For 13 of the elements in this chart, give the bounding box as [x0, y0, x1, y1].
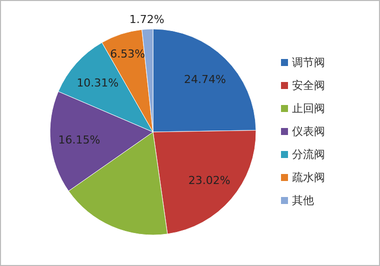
data-label: 23.02% [188, 174, 230, 188]
data-label: 6.53% [110, 48, 146, 61]
data-label: 24.74% [184, 73, 226, 86]
data-label: 1.72% [129, 12, 164, 26]
legend-label: 止回阀 [292, 102, 325, 115]
legend-label: 其他 [292, 194, 314, 207]
data-label: 16.15% [58, 134, 100, 147]
legend-label: 分流阀 [292, 148, 325, 161]
legend-label: 疏水阀 [292, 171, 325, 184]
legend-label: 调节阀 [292, 56, 325, 69]
data-label: 10.31% [76, 76, 119, 90]
legend-label: 仪表阀 [292, 125, 325, 138]
legend-label: 安全阀 [292, 79, 325, 92]
